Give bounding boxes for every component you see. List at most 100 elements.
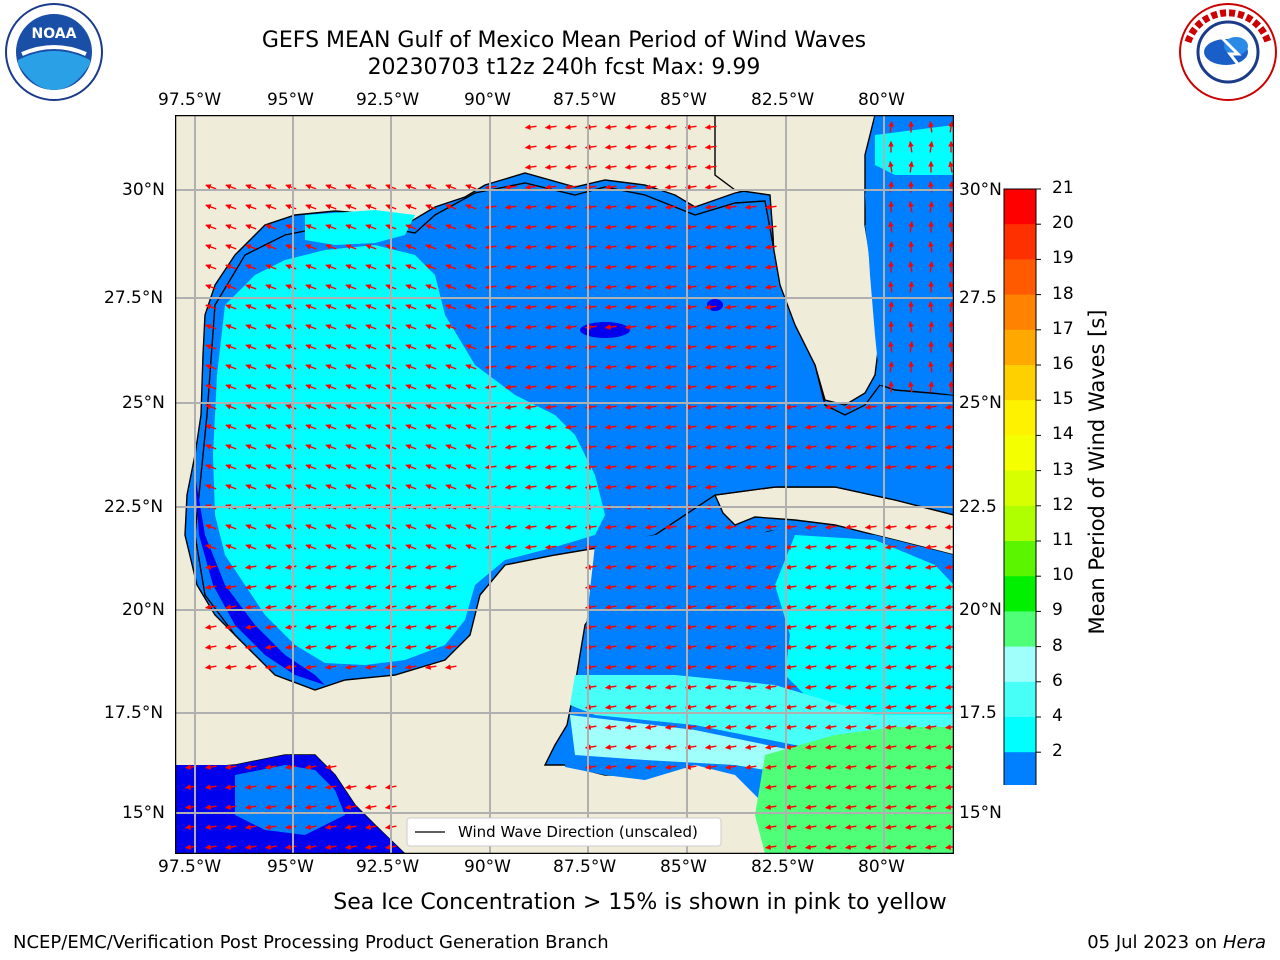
wind-arrow — [205, 784, 217, 790]
wind-arrow — [864, 544, 877, 550]
wind-arrow — [445, 204, 457, 210]
wind-arrow — [805, 584, 817, 590]
wind-arrow — [325, 804, 337, 810]
wind-arrow — [785, 584, 797, 590]
wind-arrow — [905, 664, 917, 670]
wind-arrow — [445, 184, 457, 190]
wind-arrow — [524, 204, 537, 210]
wind-arrow — [325, 664, 337, 670]
wind-arrow — [645, 764, 657, 770]
wind-arrow — [205, 424, 217, 430]
wind-arrow — [625, 704, 637, 710]
wind-arrow — [524, 484, 537, 490]
wind-arrow — [544, 304, 557, 310]
wind-arrow — [245, 524, 257, 530]
wind-arrow — [265, 844, 277, 850]
wind-arrow — [845, 644, 857, 650]
wind-arrow — [925, 584, 937, 590]
colorbar-segment — [1004, 681, 1036, 718]
wind-arrow — [744, 224, 757, 230]
wind-arrow — [664, 524, 677, 530]
wind-arrow — [225, 824, 237, 830]
wind-arrow — [564, 184, 577, 190]
wind-arrow — [325, 544, 337, 550]
wind-arrow — [884, 404, 897, 410]
wind-arrow — [765, 764, 777, 770]
wind-arrow — [905, 764, 917, 770]
wind-arrow — [724, 204, 737, 210]
wind-arrow — [745, 644, 757, 650]
wind-arrow — [205, 384, 217, 390]
wind-arrow — [524, 264, 537, 270]
wind-arrow — [908, 161, 914, 173]
wind-arrow — [885, 604, 897, 610]
wind-arrow — [345, 244, 357, 250]
wind-arrow — [784, 424, 797, 430]
wind-arrow — [948, 281, 954, 293]
wind-arrow — [425, 424, 437, 430]
wind-arrow — [624, 204, 637, 210]
wind-arrow — [928, 381, 934, 393]
wind-arrow — [844, 464, 857, 470]
wind-arrow — [445, 224, 457, 230]
wind-arrow — [465, 304, 477, 310]
wind-arrow — [285, 844, 297, 850]
wind-arrow — [405, 204, 417, 210]
colorbar-segment — [1004, 470, 1036, 507]
colorbar-label: Mean Period of Wind Waves [s] — [1085, 309, 1109, 635]
wind-arrow — [784, 524, 797, 530]
wind-arrow — [664, 224, 677, 230]
wind-arrow — [305, 384, 317, 390]
wind-arrow — [425, 464, 437, 470]
wind-arrow — [445, 364, 457, 370]
wind-arrow — [764, 524, 777, 530]
wind-arrow — [365, 824, 377, 830]
wind-arrow — [325, 424, 337, 430]
wind-arrow — [325, 484, 337, 490]
wind-arrow — [704, 384, 717, 390]
wind-arrow — [465, 224, 477, 230]
wind-arrow — [805, 604, 817, 610]
wind-arrow — [365, 404, 377, 410]
wind-arrow — [225, 204, 237, 210]
wind-arrow — [604, 364, 617, 370]
colorbar-tick-label: 6 — [1052, 670, 1063, 691]
wind-arrow — [885, 764, 897, 770]
wind-arrow — [564, 324, 577, 330]
wind-arrow — [845, 704, 857, 710]
wind-arrow — [205, 244, 217, 250]
wind-arrow — [925, 824, 937, 830]
wind-arrow — [225, 384, 237, 390]
wind-arrow — [644, 224, 657, 230]
wind-arrow — [725, 704, 737, 710]
wind-arrow — [624, 344, 637, 350]
wind-arrow — [325, 764, 337, 770]
wind-arrow — [765, 664, 777, 670]
wind-arrow — [724, 284, 737, 290]
wind-arrow — [764, 544, 777, 550]
wind-arrow — [705, 604, 717, 610]
wind-arrow — [644, 284, 657, 290]
wind-arrow — [604, 184, 617, 190]
wind-arrow — [948, 221, 954, 233]
lon-label: 97.5°W — [158, 857, 222, 877]
wind-arrow — [544, 224, 557, 230]
wind-arrow — [644, 204, 657, 210]
wind-arrow — [345, 284, 357, 290]
wind-arrow — [744, 304, 757, 310]
wind-arrow — [305, 624, 317, 630]
wind-arrow — [664, 264, 677, 270]
wind-arrow — [245, 324, 257, 330]
colorbar-tick-label: 15 — [1052, 389, 1074, 410]
wind-arrow — [664, 184, 677, 190]
wind-arrow — [225, 804, 237, 810]
wind-arrow — [905, 624, 917, 630]
wind-arrow — [644, 184, 657, 190]
wind-arrow — [365, 284, 377, 290]
wind-arrow — [225, 424, 237, 430]
wind-arrow — [925, 744, 937, 750]
wind-arrow — [325, 564, 337, 570]
wind-arrow — [664, 324, 677, 330]
wind-arrow — [265, 324, 277, 330]
wind-arrow — [564, 464, 577, 470]
